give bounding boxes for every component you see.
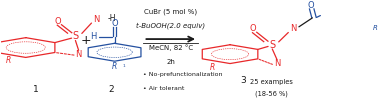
Text: O: O <box>307 1 314 10</box>
Text: $^{1}$: $^{1}$ <box>122 64 126 69</box>
Text: N: N <box>93 15 99 24</box>
Text: R: R <box>112 62 117 71</box>
Text: N: N <box>290 24 296 33</box>
Text: • No-prefunctionalization: • No-prefunctionalization <box>143 72 223 76</box>
Text: CuBr (5 mol %): CuBr (5 mol %) <box>144 8 197 14</box>
Text: O: O <box>111 19 118 28</box>
Text: R: R <box>5 56 11 65</box>
Text: N: N <box>274 59 280 68</box>
Text: H: H <box>91 32 97 41</box>
Text: t-BuOOH(2.0 equiv): t-BuOOH(2.0 equiv) <box>136 22 205 29</box>
Text: R: R <box>210 63 215 72</box>
Text: MeCN, 82 °C: MeCN, 82 °C <box>149 45 193 51</box>
Text: 3: 3 <box>240 76 246 85</box>
Text: 2: 2 <box>108 85 114 94</box>
Text: +: + <box>81 34 91 48</box>
Text: N: N <box>76 50 82 59</box>
Text: (18-56 %): (18-56 %) <box>255 90 288 97</box>
Text: O: O <box>250 24 256 33</box>
Text: $R^{1}$: $R^{1}$ <box>372 23 378 34</box>
Text: S: S <box>269 40 275 50</box>
Text: O: O <box>54 17 61 26</box>
Text: 1: 1 <box>33 85 38 94</box>
Text: -H: -H <box>107 14 116 23</box>
Text: S: S <box>72 31 79 41</box>
Text: 2h: 2h <box>166 59 175 65</box>
Text: 25 examples: 25 examples <box>250 79 293 85</box>
Text: • Air tolerant: • Air tolerant <box>143 86 185 91</box>
